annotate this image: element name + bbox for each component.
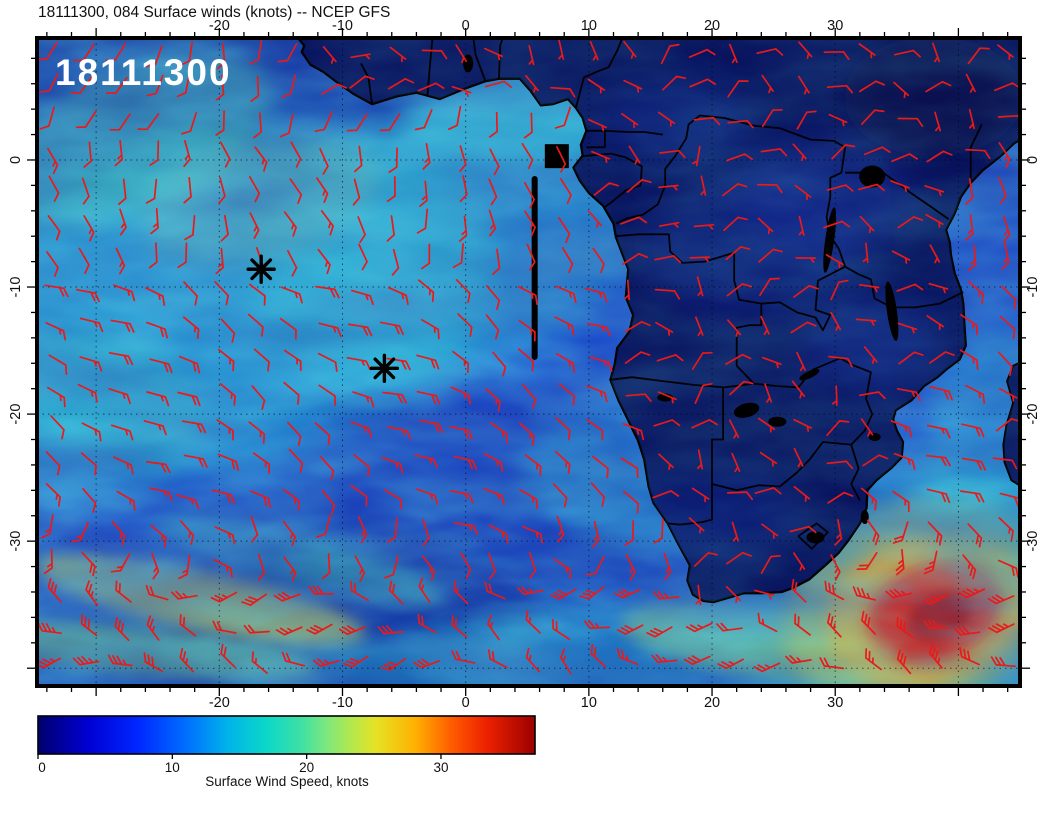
country-border [472,38,487,82]
axes-annotation-layer: -20 -20 -10 -10 0 0 10 10 20 20 30 30 0 0 -10 -10 -20 -20… [8,18,1041,775]
country-border [844,265,964,309]
lake [860,510,869,525]
colorbar-tick-label-0: 0 [38,760,46,775]
lake [806,531,825,544]
lat-label-right--10: -10 [1025,277,1041,298]
colorbar-tick-label-20: 20 [299,760,314,775]
lat-label-right--20: -20 [1025,404,1041,425]
lake [859,165,886,188]
lake [768,416,787,427]
lon-label-top-0: 0 [462,18,470,34]
plot-title: 18111300, 084 Surface winds (knots) -- N… [38,4,390,21]
lon-label-top-20: 20 [704,18,720,34]
lon-label-bottom--20: -20 [209,695,230,711]
lon-label-bottom-20: 20 [704,695,720,711]
graticule [37,38,1020,686]
lake [885,281,899,341]
country-border [586,129,663,136]
lon-label-top-10: 10 [581,18,597,34]
lon-label-top--20: -20 [209,18,230,34]
timestamp-overlay: 18111300 [55,52,232,93]
colorbar-tick-label-10: 10 [165,760,180,775]
colorbar-caption: Surface Wind Speed, knots [205,774,369,789]
country-border [426,38,434,96]
wind-barbs-layer [37,39,1020,675]
lon-label-top--10: -10 [332,18,353,34]
map-frame [35,36,1022,688]
country-border [575,38,624,109]
lon-label-bottom-0: 0 [462,695,470,711]
country-border [969,124,983,183]
lat-label-left-0: 0 [8,156,24,164]
country-border [735,303,763,385]
country-border [667,387,724,526]
country-border [582,152,643,208]
lat-label-right-0: 0 [1025,156,1041,164]
map-field-layer [37,38,1020,686]
lon-label-bottom-10: 10 [581,695,597,711]
asterisk-waypoint-marker [246,254,276,284]
colorbar-frame [37,715,536,755]
lake [868,432,881,441]
country-border [586,130,606,149]
frame-ticks [27,28,1030,696]
lake [463,54,474,73]
colorbar-tick-label-30: 30 [433,760,448,775]
colorbar [38,716,535,754]
lat-label-left--20: -20 [8,404,24,425]
lon-label-bottom-30: 30 [827,695,843,711]
lat-label-left--10: -10 [8,277,24,298]
lake [657,393,674,402]
lon-label-bottom--10: -10 [332,695,353,711]
lat-label-right--30: -30 [1025,531,1041,552]
lat-label-left--30: -30 [8,531,24,552]
country-border [850,444,861,501]
lake [799,369,820,381]
country-border [711,441,852,492]
country-border [498,38,504,80]
map-clipped-group [37,38,1020,686]
asterisk-waypoint-marker [369,353,400,384]
lon-label-top-30: 30 [827,18,843,34]
